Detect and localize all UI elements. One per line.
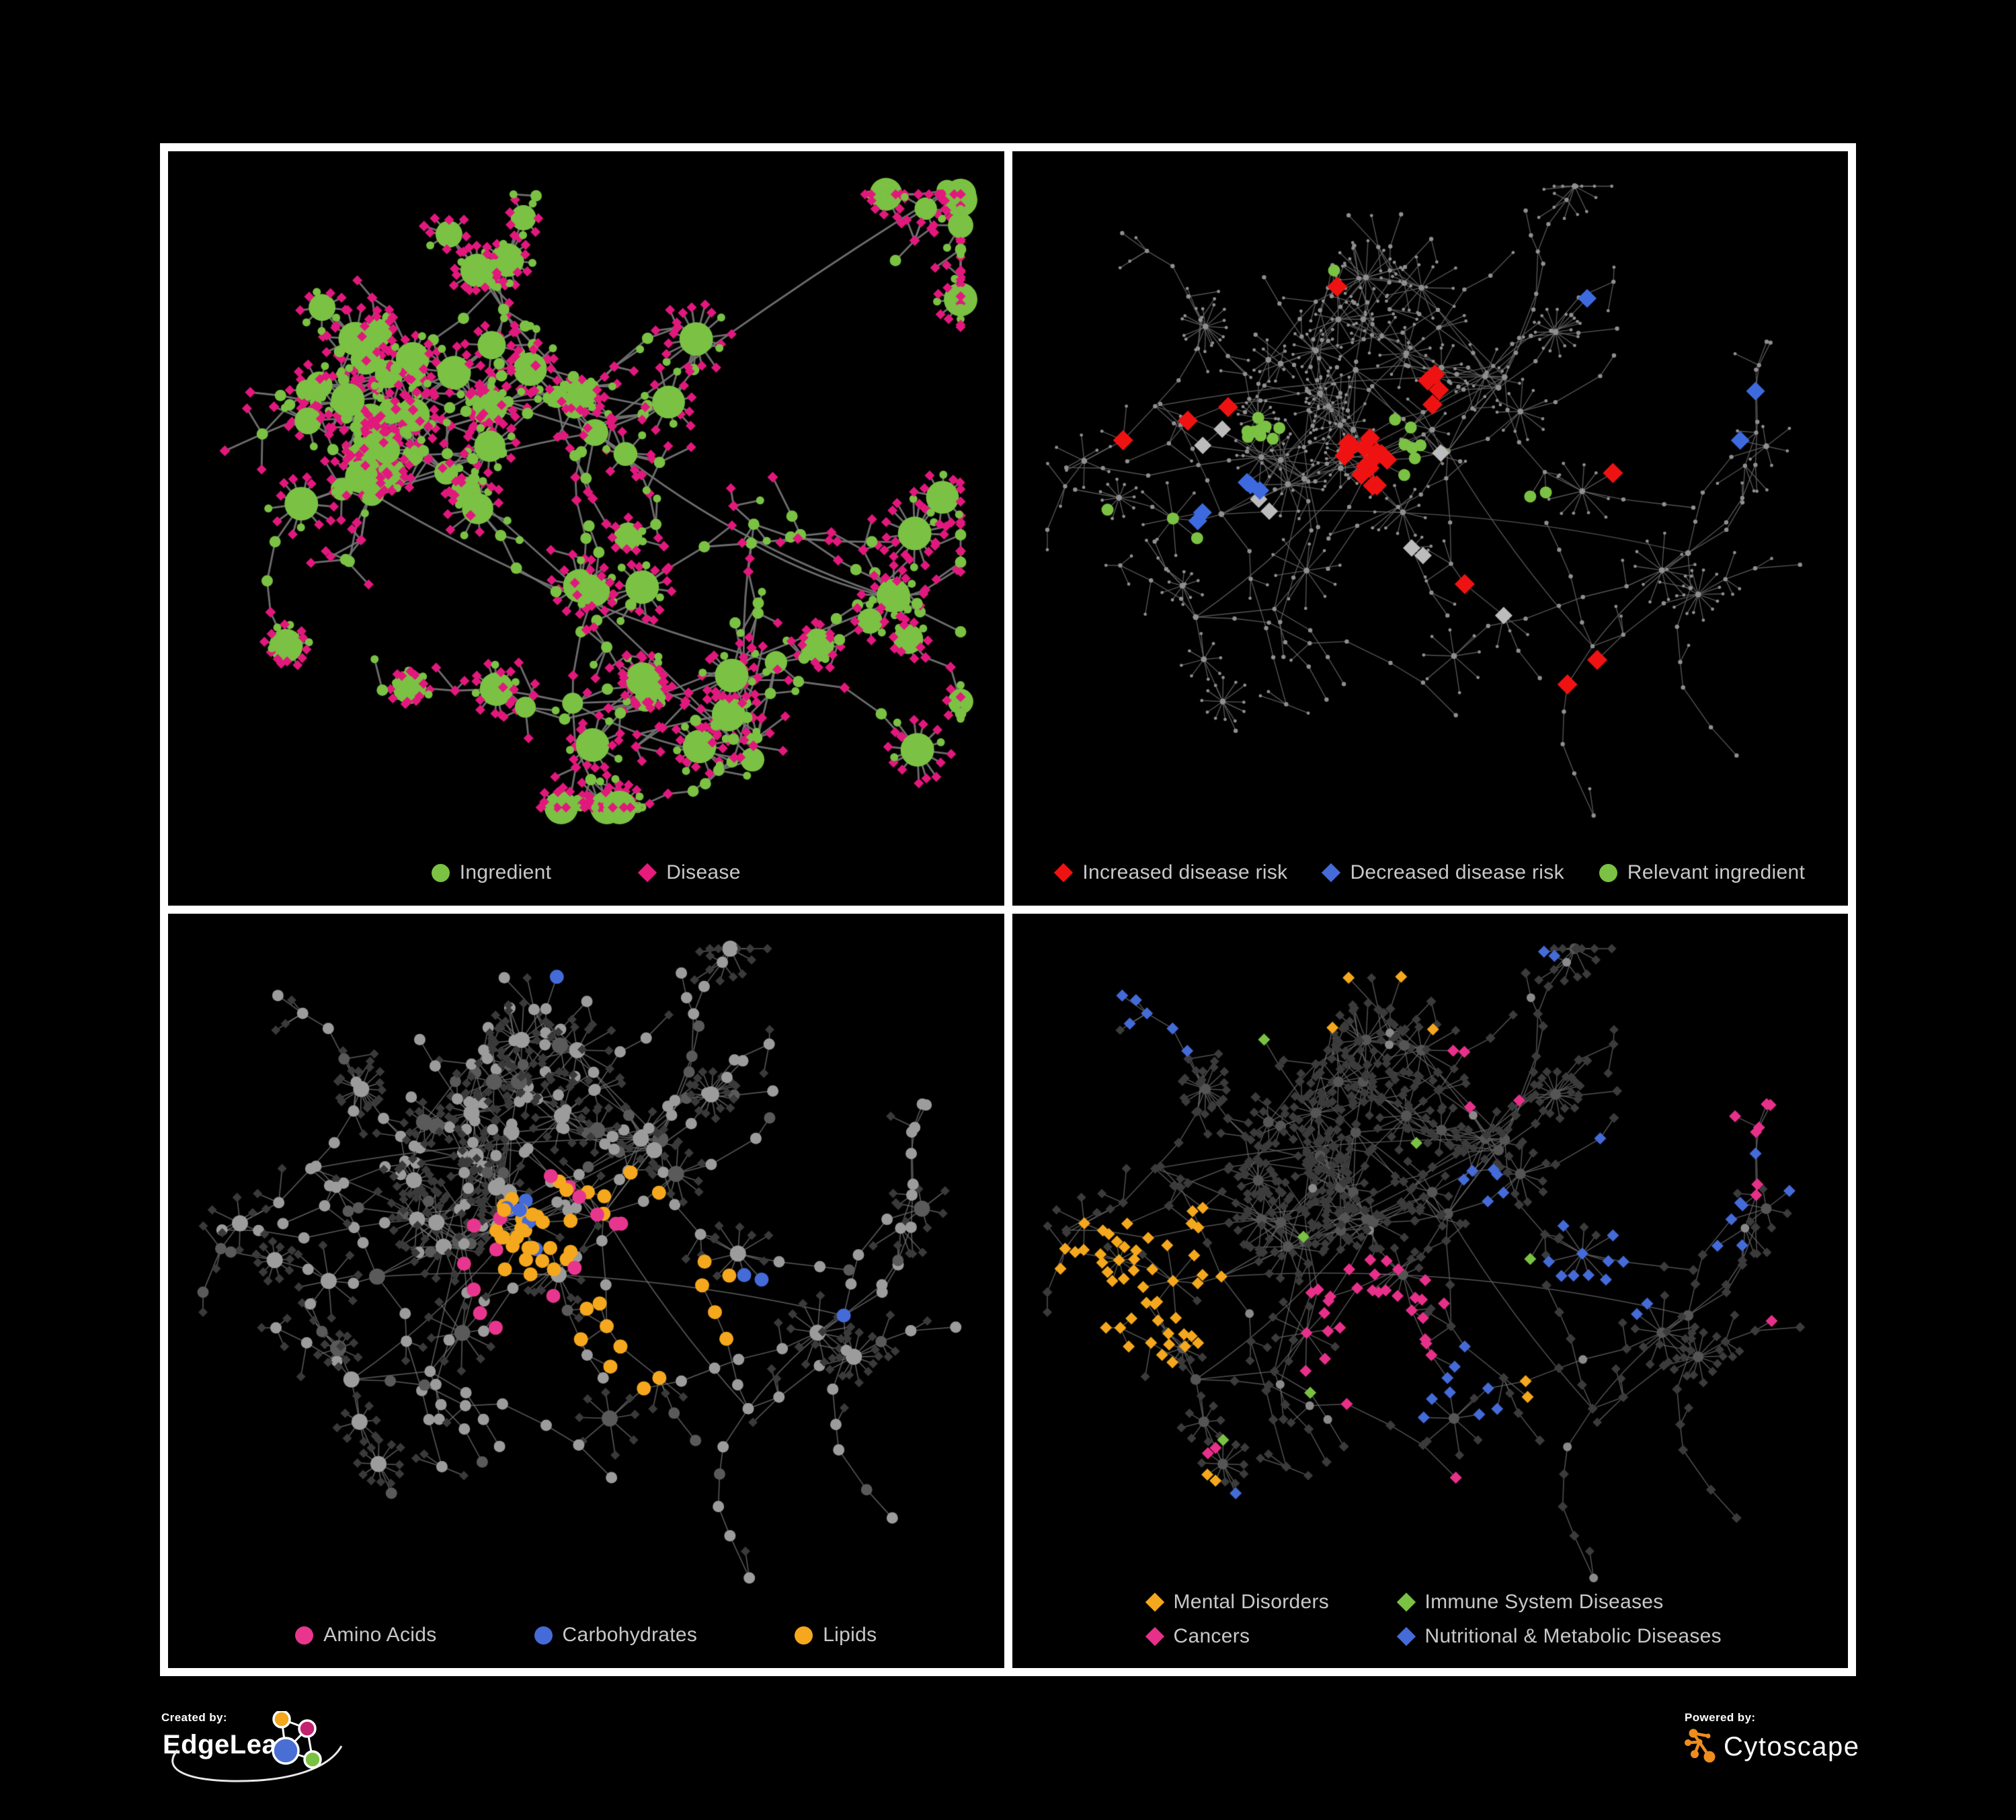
immune-system-diseases-diamond-icon bbox=[1396, 1592, 1416, 1612]
edgeleap-network-icon bbox=[171, 1711, 343, 1782]
carbohydrates-circle-icon bbox=[534, 1626, 553, 1645]
legend-item-relevant-ingredient: Relevant ingredient bbox=[1599, 861, 1805, 884]
mental-disorders-diamond-icon bbox=[1145, 1592, 1164, 1612]
edgeleap-wordmark: EdgeLeap bbox=[163, 1730, 294, 1759]
legend-label: Amino Acids bbox=[323, 1624, 437, 1646]
network-canvas-disease-classes bbox=[1012, 914, 1848, 1613]
legend-label: Nutritional & Metabolic Diseases bbox=[1424, 1625, 1722, 1647]
increased-risk-diamond-icon bbox=[1054, 863, 1074, 883]
legend-item-nutritional-metabolic-diseases: Nutritional & Metabolic Diseases bbox=[1396, 1625, 1722, 1648]
legend-item-mental-disorders: Mental Disorders bbox=[1145, 1591, 1398, 1614]
edgeleap-node-magenta bbox=[298, 1719, 317, 1738]
powered-by-label: Powered by: bbox=[1685, 1711, 1756, 1724]
legend-item-ingredient: Ingredient bbox=[431, 861, 552, 884]
legend-label: Ingredient bbox=[459, 861, 552, 883]
legend-item-increased-risk: Increased disease risk bbox=[1054, 861, 1288, 884]
legend-macronutrients: Amino Acids Carbohydrates Lipids bbox=[168, 1624, 1004, 1647]
legend-label: Decreased disease risk bbox=[1350, 861, 1564, 883]
cytoscape-logo-row: Cytoscape bbox=[1685, 1727, 1859, 1766]
network-canvas-disease-risk bbox=[1012, 151, 1848, 850]
cytoscape-icon bbox=[1685, 1729, 1716, 1763]
legend-item-amino-acids: Amino Acids bbox=[295, 1624, 436, 1647]
figure-grid: Ingredient Disease Increased disease ris… bbox=[160, 143, 1856, 1676]
legend-item-cancers: Cancers bbox=[1145, 1625, 1398, 1648]
legend-item-decreased-risk: Decreased disease risk bbox=[1322, 861, 1564, 884]
disease-diamond-icon bbox=[638, 863, 657, 883]
cytoscape-credit: Powered by: Cytoscape bbox=[1685, 1711, 1886, 1798]
network-canvas-ingredient-disease bbox=[168, 151, 1004, 850]
legend-label: Disease bbox=[666, 861, 741, 883]
relevant-ingredient-circle-icon bbox=[1599, 863, 1617, 882]
created-by-label: Created by: bbox=[161, 1711, 227, 1724]
edgeleap-swoosh bbox=[171, 1745, 343, 1782]
legend-label: Relevant ingredient bbox=[1627, 861, 1806, 883]
legend-label: Lipids bbox=[823, 1624, 877, 1646]
edgeleap-node-green bbox=[303, 1750, 322, 1769]
edgeleap-node-orange bbox=[272, 1711, 291, 1729]
panel-disease-classes: Mental Disorders Immune System Diseases … bbox=[1012, 914, 1848, 1668]
nutritional-metabolic-diseases-diamond-icon bbox=[1396, 1626, 1416, 1647]
legend-label: Immune System Diseases bbox=[1424, 1591, 1664, 1613]
legend-item-lipids: Lipids bbox=[795, 1624, 877, 1647]
cytoscape-wordmark: Cytoscape bbox=[1724, 1731, 1860, 1762]
legend-item-carbohydrates: Carbohydrates bbox=[534, 1624, 698, 1647]
network-canvas-macronutrients bbox=[168, 914, 1004, 1613]
legend-label: Cancers bbox=[1173, 1625, 1250, 1647]
amino-acids-circle-icon bbox=[295, 1626, 314, 1645]
edgeleap-credit: Created by: EdgeLeap bbox=[161, 1711, 363, 1798]
legend-item-immune-system-diseases: Immune System Diseases bbox=[1396, 1591, 1722, 1614]
ingredient-circle-icon bbox=[431, 863, 450, 882]
panel-disease-risk: Increased disease risk Decreased disease… bbox=[1012, 151, 1849, 906]
panel-macronutrients: Amino Acids Carbohydrates Lipids bbox=[168, 914, 1004, 1668]
legend-label: Carbohydrates bbox=[562, 1624, 698, 1646]
legend-disease-classes: Mental Disorders Immune System Diseases … bbox=[1145, 1591, 1722, 1648]
legend-label: Increased disease risk bbox=[1082, 861, 1288, 883]
panel-ingredient-disease: Ingredient Disease bbox=[168, 151, 1004, 906]
legend-label: Mental Disorders bbox=[1173, 1591, 1330, 1613]
legend-item-disease: Disease bbox=[638, 861, 741, 884]
lipids-circle-icon bbox=[795, 1626, 813, 1645]
edgeleap-node-blue bbox=[272, 1737, 300, 1765]
decreased-risk-diamond-icon bbox=[1322, 863, 1341, 883]
legend-disease-risk: Increased disease risk Decreased disease… bbox=[1012, 861, 1849, 884]
cancers-diamond-icon bbox=[1145, 1626, 1164, 1647]
legend-ingredient-disease: Ingredient Disease bbox=[168, 861, 1004, 884]
